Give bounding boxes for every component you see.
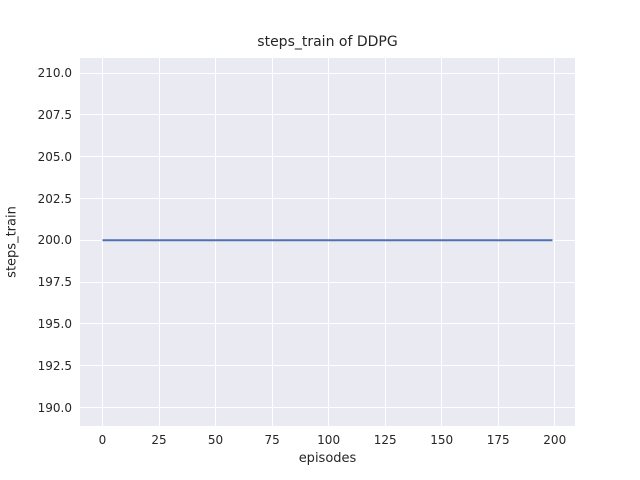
y-tick-label: 202.5 <box>37 191 72 206</box>
plot-area <box>80 58 575 426</box>
y-axis-label: steps_train <box>4 206 20 278</box>
series-line-steps-train <box>102 239 553 242</box>
y-tick-label: 200.0 <box>37 233 72 248</box>
x-tick-label: 25 <box>151 433 167 447</box>
gridline-horizontal <box>80 323 575 325</box>
gridline-vertical <box>497 58 499 426</box>
gridline-horizontal <box>80 114 575 116</box>
y-tick-label: 210.0 <box>37 66 72 81</box>
y-tick-label: 195.0 <box>37 316 72 331</box>
x-tick-label: 100 <box>317 433 341 447</box>
chart-title: steps_train of DDPG <box>257 34 398 50</box>
y-tick-label: 190.0 <box>37 400 72 415</box>
y-tick-label: 205.0 <box>37 149 72 164</box>
gridline-horizontal <box>80 281 575 283</box>
x-tick-label: 75 <box>264 433 280 447</box>
x-tick-label: 50 <box>207 433 224 447</box>
gridline-horizontal <box>80 72 575 74</box>
x-tick-label: 175 <box>486 433 510 447</box>
x-tick-label: 200 <box>543 433 567 447</box>
gridline-vertical <box>554 58 556 426</box>
gridline-vertical <box>328 58 330 426</box>
x-axis-label: episodes <box>298 451 357 466</box>
gridline-horizontal <box>80 365 575 367</box>
gridline-horizontal <box>80 156 575 158</box>
y-tick-label: 197.5 <box>37 275 72 290</box>
gridline-vertical <box>271 58 273 426</box>
x-tick-label: 0 <box>98 433 107 447</box>
gridline-horizontal <box>80 407 575 409</box>
y-tick-label: 207.5 <box>37 107 72 122</box>
gridline-vertical <box>102 58 103 426</box>
gridline-vertical <box>215 58 217 426</box>
x-tick-label: 150 <box>430 433 454 447</box>
gridline-horizontal <box>80 198 575 199</box>
y-tick-label: 192.5 <box>37 358 72 373</box>
gridline-vertical <box>158 58 160 426</box>
gridline-vertical <box>384 58 386 426</box>
gridline-vertical <box>441 58 443 426</box>
x-tick-label: 125 <box>373 433 397 447</box>
